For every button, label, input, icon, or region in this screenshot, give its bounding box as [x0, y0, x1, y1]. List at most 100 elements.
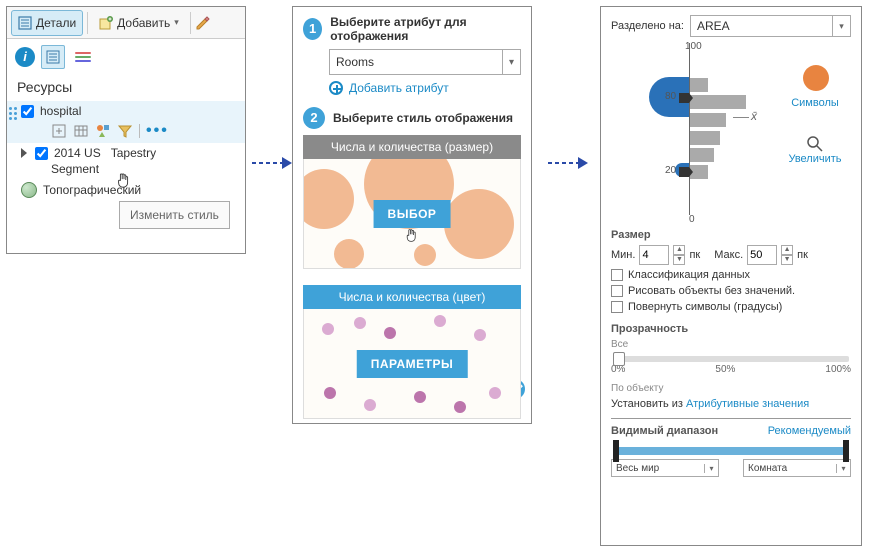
drag-handle-icon[interactable]	[9, 107, 17, 121]
histo-bar	[690, 95, 746, 109]
select-button[interactable]: ВЫБОР	[374, 200, 451, 228]
layer-checkbox[interactable]	[35, 147, 48, 160]
card-preview: ВЫБОР	[303, 159, 521, 269]
histo-bar	[690, 78, 708, 92]
scale-min-select[interactable]: Весь мир▾	[611, 459, 719, 477]
axis-min: 0	[689, 214, 695, 225]
chk-draw-null[interactable]: Рисовать объекты без значений.	[611, 285, 851, 297]
step2-row: 2 Выберите стиль отображения	[303, 107, 521, 129]
add-icon	[99, 16, 113, 30]
attribute-value: Rooms	[330, 55, 502, 69]
layer-checkbox[interactable]	[21, 105, 34, 118]
edit-icon[interactable]	[195, 15, 211, 31]
step2-label: Выберите стиль отображения	[333, 111, 513, 125]
card-preview: ПАРАМЕТРЫ	[303, 309, 521, 419]
zoom-to-icon[interactable]	[51, 123, 67, 139]
max-size-input[interactable]	[747, 245, 777, 265]
chevron-down-icon: ▾	[174, 17, 179, 28]
step1-label: Выберите атрибут для отображения	[330, 15, 521, 43]
mean-label: x̄	[751, 109, 757, 123]
card-title: Числа и количества (размер)	[303, 135, 521, 159]
card-title: Числа и количества (цвет)	[303, 285, 521, 309]
divided-by-row: Разделено на: AREA ▾	[611, 15, 851, 37]
step1-row: 1 Выберите атрибут для отображения	[303, 15, 521, 43]
view-mode-row: i	[7, 39, 245, 75]
info-icon[interactable]: i	[15, 47, 35, 67]
spin-down[interactable]: ▼	[781, 255, 793, 265]
chk-rotate[interactable]: Повернуть символы (градусы)	[611, 301, 851, 313]
tick-80: 80	[665, 91, 676, 102]
symbol-swatch-icon	[803, 65, 829, 91]
add-label: Добавить	[117, 16, 170, 30]
layer-hospital[interactable]: hospital	[7, 101, 245, 121]
add-button[interactable]: Добавить ▾	[92, 10, 186, 36]
axis-line	[689, 43, 690, 215]
chk-classify[interactable]: Классификация данных	[611, 269, 851, 281]
divided-value: AREA	[691, 19, 832, 33]
table-icon[interactable]	[73, 123, 89, 139]
checkbox-icon[interactable]	[611, 269, 623, 281]
content-tab-icon[interactable]	[41, 45, 65, 69]
spin-down[interactable]: ▼	[673, 255, 685, 265]
scale-max-select[interactable]: Комната▾	[743, 459, 851, 477]
range-endpoints: Весь мир▾ Комната▾	[611, 459, 851, 477]
spin-up[interactable]: ▲	[673, 245, 685, 255]
cursor-icon	[115, 171, 133, 189]
change-style-icon[interactable]	[95, 123, 111, 139]
histogram: 100 80 20 x̄ 0 Символы Увеличить	[611, 43, 851, 223]
symbols-link[interactable]: Символы	[785, 97, 845, 109]
expand-icon[interactable]	[21, 148, 27, 158]
attr-values-link[interactable]: Атрибутивные значения	[686, 398, 809, 410]
min-label: Мин.	[611, 249, 635, 261]
filter-icon[interactable]	[117, 123, 133, 139]
divided-select[interactable]: AREA ▾	[690, 15, 851, 37]
basemap-icon	[21, 182, 37, 198]
opacity-slider[interactable]: 0% 50% 100%	[611, 356, 851, 375]
layer-label: hospital	[40, 104, 81, 118]
chevron-down-icon: ▾	[502, 50, 520, 74]
opacity-byobj-label: По объекту	[611, 383, 851, 394]
visible-range-header: Видимый диапазон Рекомендуемый	[611, 425, 851, 437]
max-label: Макс.	[714, 249, 743, 261]
plus-icon	[329, 81, 343, 95]
axis-max: 100	[685, 41, 702, 52]
add-attribute-link[interactable]: Добавить атрибут	[329, 81, 521, 95]
arrow-icon	[548, 155, 588, 174]
histo-bar	[690, 148, 714, 162]
zoom-link[interactable]: Увеличить	[785, 153, 845, 165]
upper-handle[interactable]	[679, 93, 693, 103]
chevron-down-icon: ▾	[832, 16, 850, 36]
more-options-icon[interactable]: •••	[146, 126, 169, 136]
spin-up[interactable]: ▲	[781, 245, 793, 255]
visible-range-slider[interactable]	[613, 447, 849, 455]
chk-label: Рисовать объекты без значений.	[628, 285, 795, 297]
style-card-color[interactable]: Числа и количества (цвет) ПАРАМЕТРЫ	[303, 285, 521, 419]
layer-label: 2014 US Tapestry	[54, 146, 156, 160]
details-label: Детали	[36, 16, 76, 30]
toolbar: Детали Добавить ▾	[7, 7, 245, 39]
toolbar-divider	[87, 12, 88, 34]
step-badge-2: 2	[303, 107, 325, 129]
recommended-link[interactable]: Рекомендуемый	[768, 425, 851, 437]
checkbox-icon[interactable]	[611, 285, 623, 297]
divider	[611, 418, 851, 419]
lower-handle[interactable]	[679, 167, 693, 177]
px-label: пк	[797, 249, 808, 261]
legend-tab-icon[interactable]	[71, 45, 95, 69]
tick-20: 20	[665, 165, 676, 176]
details-button[interactable]: Детали	[11, 10, 83, 36]
min-size-input[interactable]	[639, 245, 669, 265]
visible-range-label: Видимый диапазон	[611, 425, 718, 437]
histo-bar	[690, 131, 720, 145]
magnifier-icon	[806, 135, 824, 153]
side-links: Символы Увеличить	[785, 97, 845, 165]
slider-50: 50%	[715, 364, 735, 375]
step-badge-1: 1	[303, 18, 322, 40]
style-card-size[interactable]: Числа и количества (размер) ВЫБОР	[303, 135, 521, 269]
attribute-select[interactable]: Rooms ▾	[329, 49, 521, 75]
tooltip-change-style: Изменить стиль	[119, 201, 230, 229]
opacity-all-label: Все	[611, 339, 851, 350]
checkbox-icon[interactable]	[611, 301, 623, 313]
options-button[interactable]: ПАРАМЕТРЫ	[357, 350, 468, 378]
divided-label: Разделено на:	[611, 20, 684, 32]
